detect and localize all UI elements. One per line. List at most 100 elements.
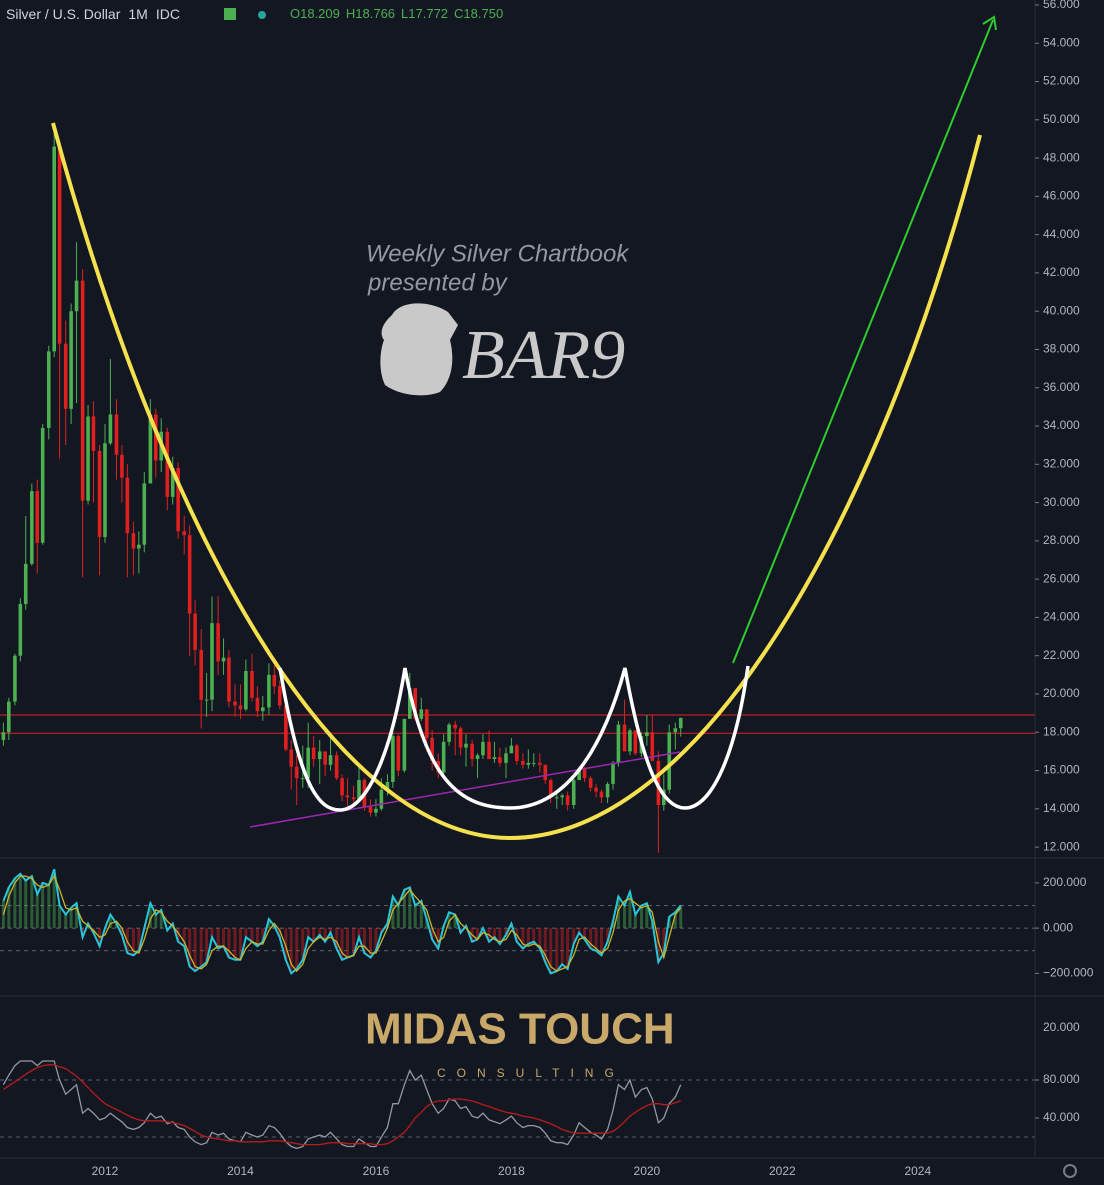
y-tick-label: 26.000 (1043, 571, 1080, 585)
candle-body (340, 778, 344, 796)
histogram-bar (538, 928, 542, 949)
histogram-bar (188, 928, 192, 967)
settings-icon[interactable] (1063, 1164, 1077, 1178)
histogram-bar (41, 882, 45, 929)
candle-body (52, 146, 56, 352)
candle-body (233, 701, 237, 706)
candle-body (543, 764, 548, 781)
histogram-bar (419, 900, 423, 929)
histogram-bar (216, 928, 220, 949)
candle-body (357, 780, 361, 800)
y-tick-label: 48.000 (1043, 150, 1080, 164)
candle-body (441, 741, 446, 773)
histogram-bar (352, 928, 356, 956)
y-tick-label: 12.000 (1043, 839, 1080, 853)
histogram-bar (589, 928, 593, 949)
histogram-bar (679, 905, 683, 929)
y-tick-label: 22.000 (1043, 648, 1080, 662)
histogram-bar (323, 928, 327, 942)
status-dot[interactable] (258, 11, 266, 19)
histogram-bar (560, 928, 564, 965)
x-tick-label: 2022 (769, 1164, 796, 1178)
candle-body (678, 717, 683, 729)
candle-body (250, 671, 254, 698)
candle-body (594, 787, 598, 792)
candle-body (23, 563, 28, 605)
y-tick-label: −200.000 (1043, 966, 1094, 980)
candle-body (334, 755, 339, 779)
histogram-bar (30, 876, 34, 929)
candle-body (153, 414, 158, 461)
histogram-bar (453, 914, 457, 929)
histogram-bar (396, 905, 400, 929)
candle-body (261, 707, 265, 712)
histogram-bar (13, 878, 17, 929)
histogram-bar (345, 928, 349, 958)
histogram-bar (120, 928, 124, 935)
histogram-bar (289, 928, 293, 974)
histogram-bar (24, 880, 28, 929)
y-tick-label: 54.000 (1043, 35, 1080, 49)
candle-body (221, 657, 226, 662)
candle-body (385, 782, 390, 790)
candle-body (560, 795, 565, 798)
candle-body (125, 477, 130, 534)
candle-body (142, 483, 147, 545)
histogram-bar (7, 887, 11, 929)
watermark-sub: CONSULTING (437, 1066, 625, 1080)
x-tick-label: 2018 (498, 1164, 525, 1178)
y-tick-label: 16.000 (1043, 763, 1080, 777)
y-tick-label: 56.000 (1043, 0, 1080, 11)
candle-body (599, 791, 604, 798)
candle-body (453, 724, 457, 729)
histogram-bar (594, 928, 598, 951)
candle-body (30, 491, 34, 564)
candle-body (277, 686, 282, 706)
candle-body (515, 745, 519, 761)
candle-body (74, 280, 79, 312)
histogram-bar (374, 928, 378, 951)
histogram-bar (521, 928, 525, 949)
candle-body (103, 443, 107, 538)
candle-body (447, 724, 451, 742)
candle-body (131, 533, 136, 549)
histogram-bar (492, 928, 496, 938)
watermark-company: MIDAS TOUCH (365, 1005, 675, 1054)
histogram-bar (362, 928, 366, 954)
histogram-bar (639, 905, 643, 929)
candle-body (424, 709, 429, 738)
candle-body (538, 762, 542, 765)
candle-body (673, 728, 678, 733)
histogram-bar (35, 894, 39, 929)
candle-body (238, 705, 243, 710)
histogram-bar (566, 928, 570, 969)
histogram-bar (267, 919, 271, 929)
y-tick-label: 40.000 (1043, 303, 1080, 317)
symbol-line: Silver / U.S. Dollar 1M IDC (6, 6, 180, 22)
candle-body (487, 741, 491, 760)
y-tick-label: 32.000 (1043, 456, 1080, 470)
watermark-line: Weekly Silver Chartbook (366, 240, 630, 267)
drawings (51, 15, 997, 841)
candle-body (86, 416, 90, 501)
candle-body (645, 732, 649, 737)
x-tick-label: 2014 (227, 1164, 254, 1178)
y-tick-label: 52.000 (1043, 74, 1080, 88)
histogram-bar (255, 928, 259, 947)
histogram-bar (18, 873, 22, 929)
histogram-bar (227, 928, 231, 958)
candle-body (611, 762, 615, 784)
candle-body (244, 671, 248, 710)
histogram-bar (623, 905, 627, 929)
candle-body (267, 674, 271, 708)
candle-body (481, 741, 485, 756)
histogram-bar (402, 889, 406, 929)
gear[interactable] (1063, 1164, 1077, 1178)
histogram-bar (447, 912, 451, 929)
y-tick-label: 30.000 (1043, 495, 1080, 509)
candle-body (504, 753, 508, 763)
candle-body (57, 146, 62, 344)
candle-body (345, 795, 350, 798)
histogram-bar (301, 928, 305, 960)
status-icon[interactable] (224, 8, 236, 20)
